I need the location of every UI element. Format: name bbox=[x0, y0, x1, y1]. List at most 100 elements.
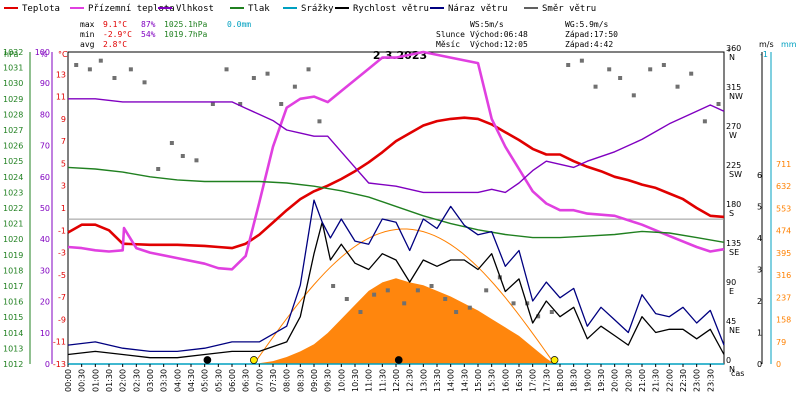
moon-label: Měsíc bbox=[436, 40, 460, 49]
hpa-tick: 1016 bbox=[3, 298, 23, 307]
stat-max-press: 1025.1hPa bbox=[164, 20, 208, 29]
wind-direction-point bbox=[87, 67, 92, 72]
hpa-tick: 1026 bbox=[3, 142, 23, 151]
direction-tick-compass: N bbox=[729, 365, 735, 374]
stat-avg-label: avg bbox=[80, 40, 95, 49]
x-tick-label: 17:00 bbox=[529, 369, 538, 392]
x-tick-label: 19:30 bbox=[597, 369, 606, 392]
wind-direction-point bbox=[689, 71, 694, 76]
x-tick-label: 00:00 bbox=[64, 369, 73, 392]
wind-direction-point bbox=[156, 167, 161, 171]
x-tick-label: 10:30 bbox=[351, 369, 360, 392]
stat-min-temp: -2.9°C bbox=[103, 30, 132, 39]
wind-speed-info: WS:5m/s bbox=[470, 20, 504, 29]
x-tick-label: 13:00 bbox=[419, 369, 428, 392]
hpa-tick: 1017 bbox=[3, 282, 23, 291]
legend-label: Srážky bbox=[301, 4, 334, 14]
wind-direction-point bbox=[306, 67, 311, 72]
stat-avg-temp: 2.8°C bbox=[103, 40, 127, 49]
hpa-tick: 1027 bbox=[3, 126, 23, 135]
hpa-tick: 1025 bbox=[3, 157, 23, 166]
wm2-tick: 158 bbox=[776, 316, 791, 325]
wm2-tick: 316 bbox=[776, 271, 791, 280]
wind-direction-point bbox=[112, 76, 117, 80]
axis-mm-top: -1 bbox=[760, 50, 768, 59]
x-tick-label: 15:00 bbox=[474, 369, 483, 392]
wind-direction-point bbox=[579, 58, 584, 63]
ms-tick: 1 bbox=[757, 328, 762, 337]
hpa-tick: 1020 bbox=[3, 235, 23, 244]
pct-tick: 40 bbox=[40, 235, 50, 244]
sunset: Západ:17:50 bbox=[565, 30, 618, 39]
direction-tick-compass: SW bbox=[729, 170, 742, 179]
degc-tick: -11 bbox=[53, 338, 66, 347]
wind-direction-point bbox=[331, 284, 336, 288]
x-axis-label: čas bbox=[731, 368, 744, 378]
wind-direction-point bbox=[169, 141, 174, 145]
x-tick-label: 07:00 bbox=[255, 369, 264, 392]
axis-header-hpa: hPa bbox=[4, 50, 19, 59]
x-tick-label: 18:30 bbox=[570, 369, 579, 392]
wind-direction-point bbox=[429, 284, 434, 288]
wind-direction-point bbox=[74, 63, 79, 67]
x-tick-label: 11:30 bbox=[378, 369, 387, 392]
hpa-tick: 1019 bbox=[3, 251, 23, 260]
hpa-tick: 1014 bbox=[3, 329, 23, 338]
sunrise: Východ:06:48 bbox=[470, 30, 528, 39]
degc-tick: 3 bbox=[61, 182, 66, 191]
degc-tick: -5 bbox=[58, 271, 66, 280]
wm2-tick: 711 bbox=[776, 160, 791, 169]
wind-direction-point bbox=[142, 80, 147, 85]
x-tick-label: 17:30 bbox=[542, 369, 551, 392]
direction-tick: 45 bbox=[726, 317, 736, 326]
degc-tick: 1 bbox=[61, 204, 66, 213]
solar-radiation-area bbox=[253, 278, 555, 364]
axes: 1012101310141015101610171018101910201021… bbox=[3, 44, 791, 392]
pct-tick: 30 bbox=[40, 266, 50, 275]
hpa-tick: 1012 bbox=[3, 360, 23, 369]
wind-direction-point bbox=[593, 84, 598, 89]
x-tick-label: 04:30 bbox=[187, 369, 196, 392]
moonset: Západ:4:42 bbox=[565, 40, 613, 49]
hpa-tick: 1018 bbox=[3, 266, 23, 275]
wind-direction-point bbox=[372, 292, 377, 297]
hpa-tick: 1023 bbox=[3, 188, 23, 197]
legend-label: Směr větru bbox=[542, 4, 596, 14]
x-tick-label: 23:00 bbox=[693, 369, 702, 392]
x-tick-label: 09:30 bbox=[324, 369, 333, 392]
x-tick-label: 02:30 bbox=[132, 369, 141, 392]
ms-tick: 4 bbox=[757, 234, 762, 243]
degc-tick: -7 bbox=[58, 293, 66, 302]
ms-tick: 0 bbox=[757, 360, 762, 369]
direction-tick: 135 bbox=[726, 239, 741, 248]
moon-marker bbox=[394, 356, 403, 364]
x-tick-label: 14:00 bbox=[447, 369, 456, 392]
series-rychlost-v-tru bbox=[67, 221, 725, 359]
wind-direction-point bbox=[549, 310, 554, 314]
wm2-tick: 79 bbox=[776, 338, 786, 347]
degc-tick: -1 bbox=[58, 226, 66, 235]
degc-tick: 11 bbox=[56, 93, 66, 102]
x-tick-label: 10:00 bbox=[337, 369, 346, 392]
pct-tick: 10 bbox=[40, 329, 50, 338]
wind-direction-point bbox=[317, 119, 322, 124]
wind-direction-point bbox=[265, 71, 270, 76]
degc-tick: -3 bbox=[58, 249, 66, 258]
stat-max-label: max bbox=[80, 20, 95, 29]
wind-direction-point bbox=[402, 301, 407, 306]
direction-tick-compass: NE bbox=[729, 326, 740, 335]
x-tick-label: 05:00 bbox=[201, 369, 210, 392]
wind-direction-point bbox=[454, 310, 459, 314]
direction-tick: 360 bbox=[726, 44, 741, 53]
wind-direction-point bbox=[292, 84, 297, 89]
x-tick-label: 22:30 bbox=[679, 369, 688, 392]
ms-tick: 6 bbox=[757, 171, 762, 180]
direction-tick-compass: E bbox=[729, 287, 734, 296]
x-tick-label: 23:30 bbox=[706, 369, 715, 392]
ms-tick: 3 bbox=[757, 265, 762, 274]
x-tick-label: 12:00 bbox=[392, 369, 401, 392]
hpa-tick: 1024 bbox=[3, 173, 23, 182]
ms-tick: 2 bbox=[757, 297, 762, 306]
wind-direction-point bbox=[128, 67, 133, 72]
stat-max-rain: 0.0mm bbox=[227, 20, 251, 29]
